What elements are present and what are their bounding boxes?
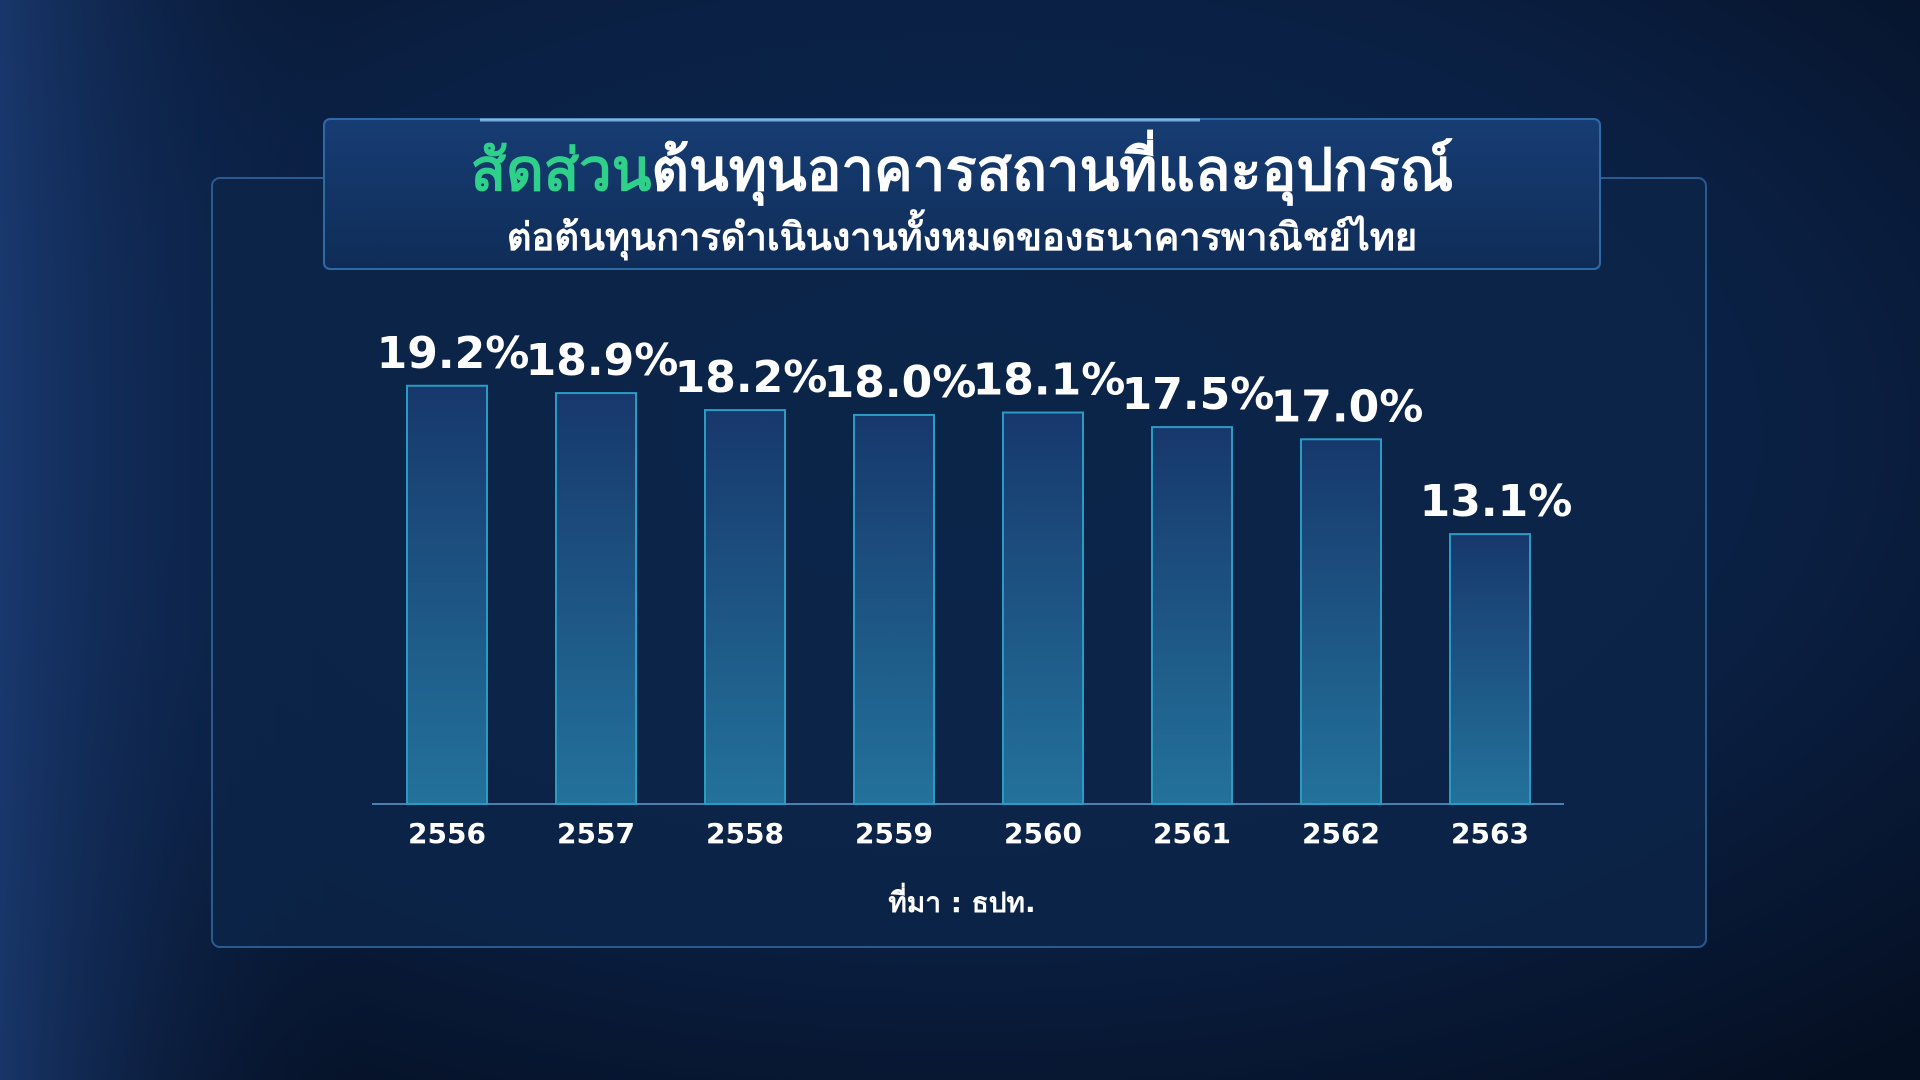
x-tick-label: 2562 <box>1302 817 1380 850</box>
value-label: 18.1% <box>973 355 1126 406</box>
bar <box>1449 533 1531 805</box>
value-label: 19.2% <box>377 328 530 379</box>
chart-title: สัดส่วนต้นทุนอาคารสถานที่และอุปกรณ์ <box>471 129 1454 207</box>
bar <box>555 392 637 805</box>
bar <box>704 409 786 805</box>
title-highlight: สัดส่วน <box>471 136 652 204</box>
bar <box>1002 411 1084 805</box>
bar <box>406 384 488 805</box>
value-label: 17.5% <box>1122 369 1275 420</box>
value-label: 17.0% <box>1271 381 1424 432</box>
value-label: 18.9% <box>526 335 679 386</box>
x-tick-label: 2559 <box>855 817 933 850</box>
x-tick-label: 2561 <box>1153 817 1231 850</box>
value-label: 18.0% <box>824 357 977 408</box>
value-label: 13.1% <box>1420 476 1573 527</box>
bar <box>1151 426 1233 805</box>
source: ที่มา : ธปท. <box>888 882 1035 919</box>
x-tick-label: 2563 <box>1451 817 1529 850</box>
x-tick-label: 2557 <box>557 817 635 850</box>
title-rest: ต้นทุนอาคารสถานที่และอุปกรณ์ <box>651 129 1453 207</box>
chart-subtitle: ต่อต้นทุนการดำเนินงานทั้งหมดของธนาคารพาณ… <box>507 209 1417 261</box>
value-label: 18.2% <box>675 352 828 403</box>
bar <box>853 413 935 805</box>
x-tick-label: 2558 <box>706 817 784 850</box>
x-tick-label: 2560 <box>1004 817 1082 850</box>
x-tick-label: 2556 <box>408 817 486 850</box>
bar <box>1300 438 1382 805</box>
